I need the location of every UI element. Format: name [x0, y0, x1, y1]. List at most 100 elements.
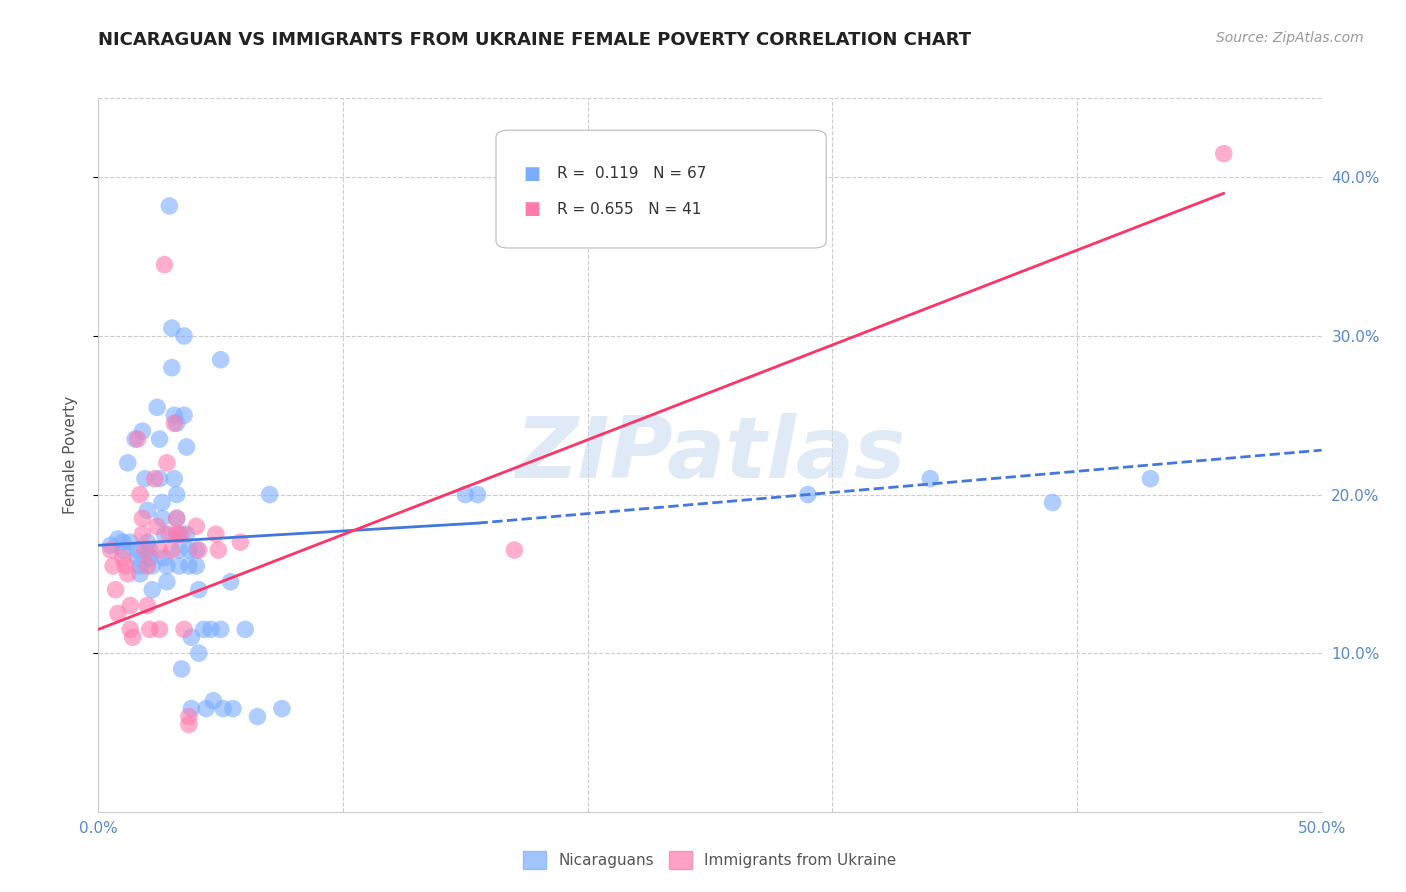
Point: [153, 527, 176, 541]
Point: [205, 527, 228, 541]
Legend: Nicaraguans, Immigrants from Ukraine: Nicaraguans, Immigrants from Ukraine: [517, 845, 903, 875]
Point: [187, 543, 209, 558]
Point: [111, 543, 134, 558]
Point: [166, 416, 188, 430]
Point: [107, 532, 129, 546]
Point: [131, 424, 153, 438]
Point: [180, 630, 202, 644]
Point: [134, 543, 156, 558]
Point: [1139, 472, 1161, 486]
Point: [131, 527, 153, 541]
Point: [141, 582, 163, 597]
Point: [186, 558, 208, 573]
Point: [259, 487, 281, 501]
Point: [170, 662, 193, 676]
Point: [173, 409, 195, 423]
Point: [166, 511, 188, 525]
Point: [163, 416, 186, 430]
Point: [127, 543, 149, 558]
Point: [186, 543, 208, 558]
Point: [139, 551, 162, 566]
Point: [167, 543, 190, 558]
Point: [100, 543, 122, 558]
Point: [186, 519, 208, 533]
Point: [246, 709, 269, 723]
Text: R = 0.655   N = 41: R = 0.655 N = 41: [557, 202, 702, 217]
Point: [202, 694, 225, 708]
Point: [1212, 146, 1234, 161]
Point: [193, 623, 215, 637]
Point: [176, 440, 198, 454]
Point: [153, 258, 176, 272]
Point: [233, 623, 256, 637]
Point: [121, 630, 143, 644]
Point: [101, 558, 124, 573]
Point: [212, 701, 235, 715]
Point: [166, 511, 188, 525]
Point: [146, 519, 169, 533]
Point: [149, 432, 172, 446]
FancyBboxPatch shape: [496, 130, 827, 248]
Point: [120, 599, 142, 613]
Point: [124, 432, 146, 446]
Point: [270, 701, 294, 715]
Text: ■: ■: [523, 165, 540, 183]
Point: [163, 409, 186, 423]
Point: [207, 543, 229, 558]
Point: [160, 543, 183, 558]
Point: [219, 574, 242, 589]
Point: [117, 456, 139, 470]
Point: [170, 527, 193, 541]
Point: [166, 487, 188, 501]
Point: [146, 401, 169, 415]
Text: NICARAGUAN VS IMMIGRANTS FROM UKRAINE FEMALE POVERTY CORRELATION CHART: NICARAGUAN VS IMMIGRANTS FROM UKRAINE FE…: [98, 31, 972, 49]
Point: [149, 623, 172, 637]
Point: [150, 511, 173, 525]
Point: [141, 558, 163, 573]
Point: [1042, 495, 1064, 509]
Point: [104, 582, 127, 597]
Point: [503, 543, 526, 558]
Point: [120, 535, 142, 549]
Point: [187, 582, 209, 597]
Point: [107, 607, 129, 621]
Point: [160, 321, 183, 335]
Text: ■: ■: [523, 201, 540, 219]
Point: [111, 551, 134, 566]
Point: [797, 487, 820, 501]
Point: [156, 574, 179, 589]
Point: [127, 432, 149, 446]
Point: [180, 701, 202, 715]
Point: [100, 538, 122, 552]
Point: [167, 527, 190, 541]
Text: Source: ZipAtlas.com: Source: ZipAtlas.com: [1216, 31, 1364, 45]
Point: [120, 623, 142, 637]
Point: [163, 472, 186, 486]
Point: [139, 543, 162, 558]
Point: [167, 558, 190, 573]
Point: [467, 487, 489, 501]
Point: [143, 472, 166, 486]
Point: [209, 352, 232, 367]
Point: [177, 709, 200, 723]
Point: [177, 717, 200, 731]
Point: [160, 360, 183, 375]
Point: [129, 558, 152, 573]
Point: [129, 487, 152, 501]
Point: [156, 558, 179, 573]
Point: [136, 503, 159, 517]
Point: [114, 558, 136, 573]
Point: [136, 558, 159, 573]
Point: [187, 646, 209, 660]
Point: [149, 472, 172, 486]
Y-axis label: Female Poverty: Female Poverty: [63, 396, 77, 514]
Point: [209, 623, 232, 637]
Point: [136, 535, 159, 549]
Point: [150, 495, 173, 509]
Point: [129, 566, 152, 581]
Point: [156, 456, 179, 470]
Point: [139, 623, 162, 637]
Point: [136, 599, 159, 613]
Point: [177, 558, 200, 573]
Point: [134, 472, 156, 486]
